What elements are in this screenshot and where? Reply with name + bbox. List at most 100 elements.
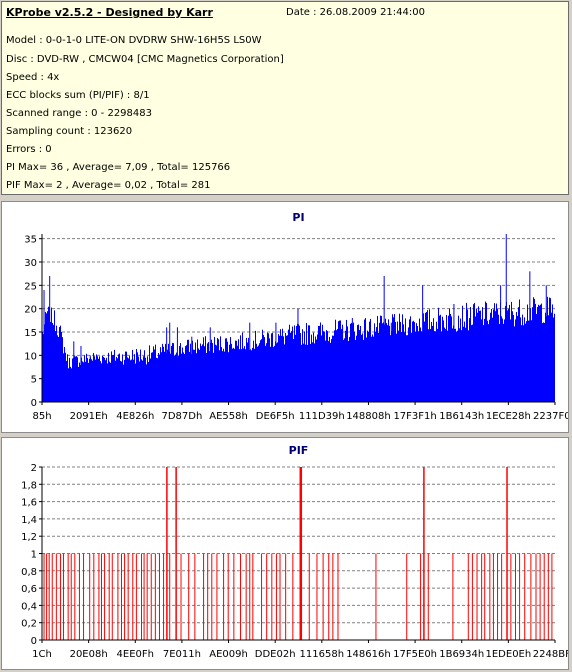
pi-bar — [83, 362, 84, 402]
pi-spike — [43, 290, 45, 402]
pi-bar — [436, 321, 437, 402]
pi-bar — [263, 334, 264, 402]
pi-bar — [445, 329, 446, 402]
pi-bar — [444, 327, 445, 402]
pi-bar — [199, 349, 200, 402]
pi-bar — [251, 350, 252, 402]
pi-bar — [178, 356, 179, 402]
pi-bar — [366, 337, 367, 402]
pi-ytick-label: 35 — [24, 235, 37, 246]
pi-bar — [113, 354, 114, 402]
pi-bar — [410, 316, 411, 402]
pi-bar — [535, 303, 536, 402]
pi-bar — [205, 336, 206, 402]
pi-bar — [539, 305, 540, 402]
pi-bar — [329, 336, 330, 402]
pi-bar — [239, 349, 240, 402]
pi-bar — [502, 318, 503, 402]
pi-bar — [438, 307, 439, 402]
pi-bar — [386, 323, 387, 402]
pi-bar — [248, 337, 249, 402]
pi-bar — [159, 354, 160, 402]
pi-bar — [380, 315, 381, 402]
pi-bar — [183, 352, 184, 402]
pif-bar — [211, 553, 213, 640]
pi-bar — [262, 329, 263, 402]
pi-bar — [382, 323, 383, 402]
pi-bar — [82, 361, 83, 402]
pif-bar — [476, 553, 478, 640]
pi-bar — [381, 315, 382, 402]
pi-bar — [220, 336, 221, 402]
pi-bar — [365, 318, 366, 402]
pi-bar — [112, 355, 113, 402]
pi-bar — [348, 341, 349, 402]
pi-bar — [335, 319, 336, 402]
pi-bar — [116, 356, 117, 402]
pi-bar — [70, 366, 71, 402]
pi-spike — [275, 322, 277, 402]
pi-bar — [321, 335, 322, 402]
app-title: KProbe v2.5.2 - Designed by Karr — [6, 6, 213, 19]
pif-bar — [266, 553, 268, 640]
pi-bar — [99, 356, 100, 402]
pif-bar — [93, 553, 95, 640]
pi-bar — [536, 314, 537, 402]
pi-bar — [403, 324, 404, 402]
pi-xtick-label: 1B6143h — [439, 411, 484, 422]
pi-bar — [252, 347, 253, 402]
pi-title: PI — [292, 211, 304, 224]
pif-bar — [98, 553, 100, 640]
pi-bar — [451, 316, 452, 402]
pi-bar — [138, 356, 139, 402]
pi-bar — [272, 332, 273, 402]
pi-bar — [109, 361, 110, 402]
pi-bar — [441, 331, 442, 402]
pi-bar — [551, 312, 552, 402]
pi-bar — [473, 304, 474, 402]
pi-bar — [512, 311, 513, 402]
pi-bar — [172, 342, 173, 402]
pi-bar — [58, 336, 59, 402]
pi-bar — [101, 363, 102, 402]
pi-bar — [417, 325, 418, 402]
pi-bar — [315, 336, 316, 402]
pi-spike — [73, 341, 75, 402]
pif-xtick-label: 2248BFh — [533, 649, 568, 660]
pi-bar — [515, 319, 516, 402]
pi-bar — [91, 359, 92, 402]
pi-bar — [481, 319, 482, 402]
pi-bar — [527, 304, 528, 402]
pif-bar — [328, 553, 330, 640]
pif-bar — [233, 553, 235, 640]
pi-bar — [202, 344, 203, 402]
pi-bar — [499, 323, 500, 402]
pi-bar — [154, 349, 155, 402]
pi-bar — [75, 356, 76, 402]
pi-bar — [198, 348, 199, 402]
pi-bar — [63, 353, 64, 402]
pi-bar — [147, 356, 148, 402]
pi-bar — [537, 307, 538, 402]
pi-bar — [240, 335, 241, 402]
pi-bar — [383, 322, 384, 402]
pi-xtick-label: 2237F0h — [533, 411, 568, 422]
pi-bar — [396, 333, 397, 402]
pif-bar — [207, 553, 209, 640]
pi-bar — [95, 359, 96, 402]
pi-bar — [217, 338, 218, 402]
pi-bar — [524, 317, 525, 402]
pi-bar — [219, 350, 220, 402]
pif-bar — [501, 553, 503, 640]
pif-bar — [216, 553, 218, 640]
pif-bar — [481, 553, 483, 640]
pi-bar — [501, 316, 502, 402]
pif-xtick-label: 20E08h — [70, 649, 108, 660]
pi-bar — [153, 346, 154, 402]
pi-bar — [486, 302, 487, 402]
pi-bar — [103, 356, 104, 402]
pi-bar — [45, 311, 46, 402]
pi-bar — [421, 331, 422, 402]
pif-ytick-label: 0,8 — [21, 567, 37, 578]
pi-bar — [140, 349, 141, 402]
